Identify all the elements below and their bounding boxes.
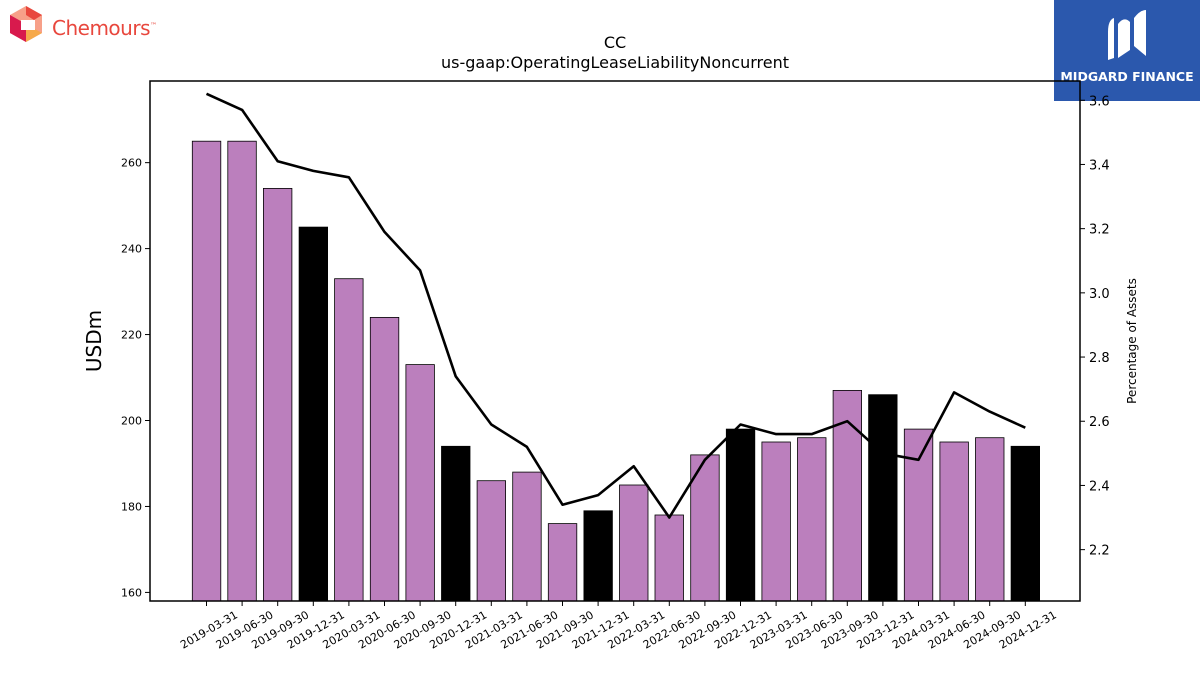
bar xyxy=(405,364,435,602)
bar xyxy=(334,278,364,602)
y2-tick-label: 3.4 xyxy=(1089,158,1110,173)
y-tick-label: 180 xyxy=(121,500,142,513)
y2-tick-label: 2.4 xyxy=(1089,479,1110,494)
bar xyxy=(512,471,542,602)
y-tick-label: 160 xyxy=(121,586,142,599)
y2-tick-label: 2.6 xyxy=(1089,415,1110,430)
bar xyxy=(547,523,578,602)
y2-tick-label: 2.8 xyxy=(1089,351,1110,366)
bar xyxy=(761,441,791,602)
y2-tick-label: 3.2 xyxy=(1089,223,1110,238)
bar xyxy=(619,484,649,602)
y2-tick-label: 2.2 xyxy=(1089,544,1110,559)
y-tick-label: 200 xyxy=(121,415,142,428)
y2-axis-label: Percentage of Assets xyxy=(1125,278,1139,404)
y-tick-label: 220 xyxy=(121,329,142,342)
y-tick-label: 240 xyxy=(121,243,142,256)
bar xyxy=(191,140,222,602)
series-line xyxy=(205,92,1026,519)
bar xyxy=(690,454,720,602)
plot-frame xyxy=(149,80,1081,602)
bar xyxy=(975,437,1005,602)
y-tick-label: 260 xyxy=(121,157,142,170)
y-axis-label: USDm xyxy=(82,310,106,372)
midgard-logo-text: MIDGARD FINANCE xyxy=(1060,69,1194,84)
plot-area: 160 180 200 220 240 260 2.2 2.4 2.6 2.8 3.0 3.2 3.4 3… xyxy=(121,80,1110,652)
bar xyxy=(583,510,613,602)
bar xyxy=(654,514,684,602)
chart-title: CC xyxy=(604,33,626,52)
bar xyxy=(262,187,293,602)
chart-subtitle: us-gaap:OperatingLeaseLiabilityNoncurren… xyxy=(441,53,789,72)
chemours-logo-text: Chemours™ xyxy=(52,16,157,40)
midgard-finance-logo: MIDGARD FINANCE xyxy=(1054,0,1200,101)
bar xyxy=(298,226,329,602)
bar xyxy=(939,441,969,602)
bar xyxy=(725,428,756,602)
y2-tick-label: 3.0 xyxy=(1089,287,1110,302)
bar xyxy=(476,480,507,602)
bar xyxy=(1010,445,1040,602)
bar xyxy=(868,394,898,602)
bar xyxy=(797,437,827,602)
bar xyxy=(227,140,257,602)
y2-tick-label: 3.6 xyxy=(1089,94,1110,109)
chemours-logo: Chemours™ xyxy=(4,4,164,48)
midgard-logo-icon xyxy=(1108,10,1146,60)
bar xyxy=(369,316,400,602)
bar xyxy=(441,445,471,602)
bar xyxy=(903,428,934,602)
chemours-logo-icon xyxy=(10,6,42,42)
